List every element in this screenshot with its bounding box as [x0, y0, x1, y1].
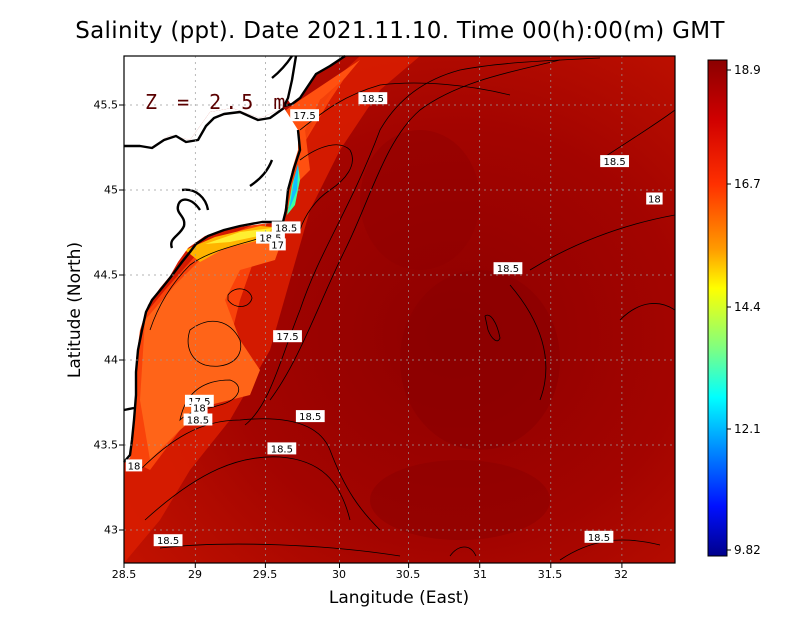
colorbar-tick-label: 18.9	[734, 63, 761, 77]
contour-label-text: 18	[193, 404, 206, 415]
y-axis-title: Latitude (North)	[65, 241, 85, 379]
y-tick-label: 45	[104, 183, 118, 197]
contour-label: 17.5	[273, 330, 302, 343]
colorbar-tick-label: 16.7	[734, 177, 761, 191]
contour-label-text: 18.5	[271, 444, 293, 455]
contour-label-text: 18.5	[603, 157, 625, 168]
land-area	[123, 55, 346, 463]
contour-label-text: 18.5	[362, 94, 384, 105]
coastline	[123, 55, 346, 463]
y-tick-label: 44.5	[93, 268, 119, 282]
land	[124, 108, 298, 462]
y-tick-label: 43	[104, 523, 118, 537]
contour-label: 18.5	[271, 221, 301, 234]
contour-label: 18.5	[493, 262, 523, 275]
contour-label-text: 17.5	[276, 332, 298, 343]
coastal-band	[124, 56, 420, 563]
colorbar-tick-label: 12.1	[734, 422, 761, 436]
contour-label: 17.5	[290, 109, 319, 122]
contour-label: 18.5	[358, 92, 388, 105]
contour-label-text: 18	[128, 461, 141, 472]
contour-label: 18	[191, 401, 208, 415]
river-plume-front-2	[205, 228, 272, 244]
contour-label-text: 17	[271, 240, 284, 251]
depth-label: Z = 2.5 m	[145, 90, 290, 114]
contour-label: 18	[646, 192, 663, 206]
contour-label-text: 17.5	[293, 111, 315, 122]
contour-label-text: 18.5	[299, 412, 321, 423]
contour-label: 17	[269, 238, 286, 251]
plot-frame	[123, 55, 676, 564]
y-tick-label: 45.5	[93, 98, 119, 112]
x-tick-label: 29	[188, 568, 202, 581]
x-axis-title: Langitude (East)	[328, 588, 470, 608]
x-tick-label: 30	[332, 568, 346, 581]
contour-label-text: 18.5	[157, 536, 179, 547]
grid	[124, 56, 675, 563]
contour-label-text: 18.5	[497, 264, 519, 275]
contour-label: 18.5	[600, 155, 629, 168]
colorbar-ticks	[727, 69, 731, 551]
river-plume	[140, 228, 285, 460]
x-tick-label: 28.5	[111, 568, 137, 581]
contour-label-text: 18.5	[187, 416, 209, 427]
contour-label: 18.5	[267, 442, 297, 455]
contour-label-text: 18.5	[588, 533, 610, 544]
land	[124, 56, 296, 148]
contour-labels: 18.517.518.51818.518.51718.517.517.51818…	[125, 92, 663, 547]
colorbar-tick-label: 9.82	[734, 543, 761, 557]
x-tick-label: 29.5	[252, 568, 278, 581]
x-tick-label: 32	[614, 568, 628, 581]
contour-lines	[139, 57, 675, 561]
y-tick-label: 43.5	[93, 438, 119, 452]
contour-label: 18.5	[183, 413, 213, 427]
y-tick-label: 44	[104, 353, 118, 367]
contour-label: 18.5	[295, 410, 325, 423]
tick-marks	[119, 104, 623, 568]
contour-label-text: 18	[648, 195, 661, 206]
colorbar-tick-label: 14.4	[734, 300, 761, 314]
map-title: Salinity (ppt). Date 2021.11.10. Time 00…	[75, 18, 725, 44]
x-tick-label: 30.5	[395, 568, 421, 581]
contour-label: 18.5	[584, 530, 614, 544]
contour-label: 18.5	[153, 534, 183, 547]
contour-label-text: 18.5	[275, 223, 297, 234]
contour-label: 18	[125, 459, 143, 472]
x-tick-label: 31.5	[537, 568, 563, 581]
colorbar	[707, 59, 728, 557]
x-tick-label: 31	[473, 568, 487, 581]
